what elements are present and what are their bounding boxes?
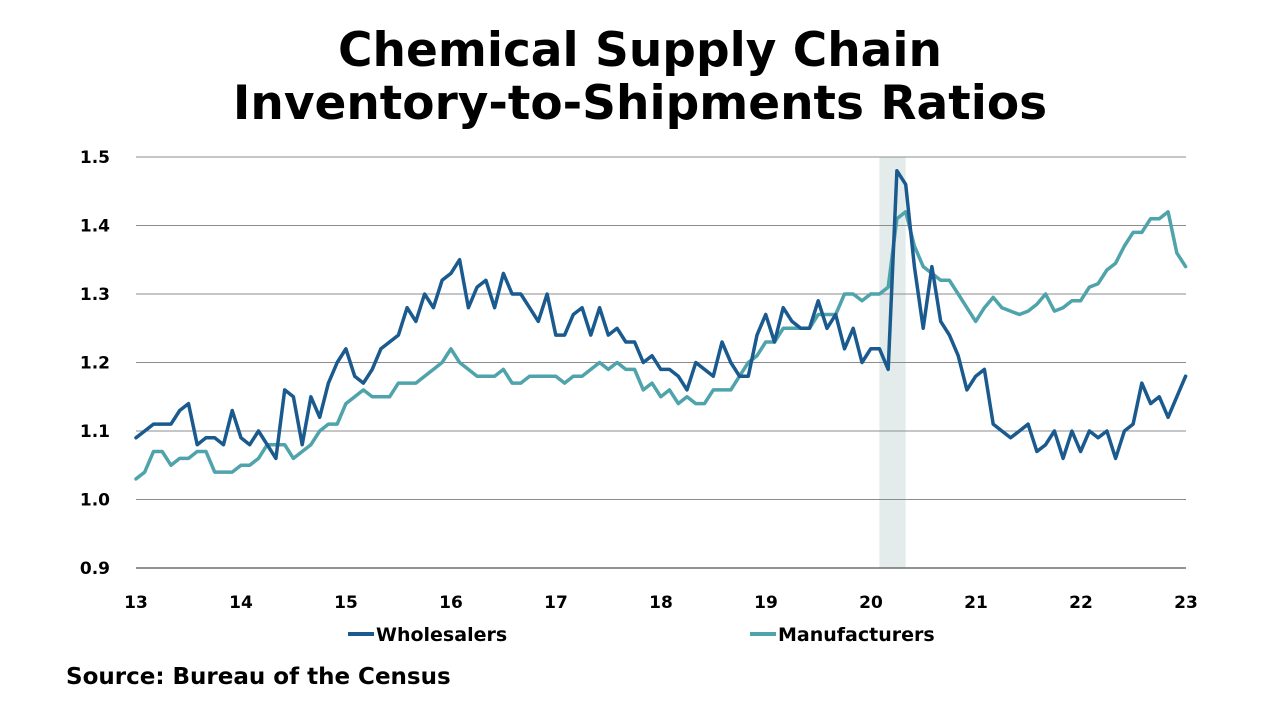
x-tick-label: 23 bbox=[1174, 593, 1198, 613]
x-tick-label: 15 bbox=[334, 593, 358, 613]
x-tick-label: 21 bbox=[964, 593, 988, 613]
y-tick-label: 1.2 bbox=[80, 354, 110, 374]
chart-title: Chemical Supply Chain Inventory-to-Shipm… bbox=[0, 24, 1280, 130]
chart-title-line-2: Inventory-to-Shipments Ratios bbox=[232, 76, 1048, 131]
x-tick-label: 17 bbox=[544, 593, 568, 613]
series-line-wholesalers bbox=[134, 168, 1188, 461]
x-tick-label: 20 bbox=[859, 593, 883, 613]
x-tick-label: 18 bbox=[649, 593, 673, 613]
x-tick-label: 13 bbox=[124, 593, 148, 613]
y-tick-label: 1.4 bbox=[80, 217, 110, 237]
chart-title-line-1: Chemical Supply Chain bbox=[338, 23, 942, 78]
legend-label-manufacturers: Manufacturers bbox=[778, 624, 935, 646]
x-tick-label: 19 bbox=[754, 593, 778, 613]
y-tick-label: 1.1 bbox=[80, 422, 110, 442]
legend-label-wholesalers: Wholesalers bbox=[376, 624, 507, 646]
x-tick-label: 14 bbox=[229, 593, 253, 613]
source-note: Source: Bureau of the Census bbox=[66, 664, 451, 690]
series-line-manufacturers bbox=[134, 210, 1188, 481]
y-tick-label: 1.5 bbox=[80, 148, 110, 168]
y-tick-label: 1.0 bbox=[80, 491, 110, 511]
x-tick-label: 16 bbox=[439, 593, 463, 613]
y-tick-label: 0.9 bbox=[80, 559, 110, 579]
x-tick-label: 22 bbox=[1069, 593, 1093, 613]
y-tick-label: 1.3 bbox=[80, 285, 110, 305]
